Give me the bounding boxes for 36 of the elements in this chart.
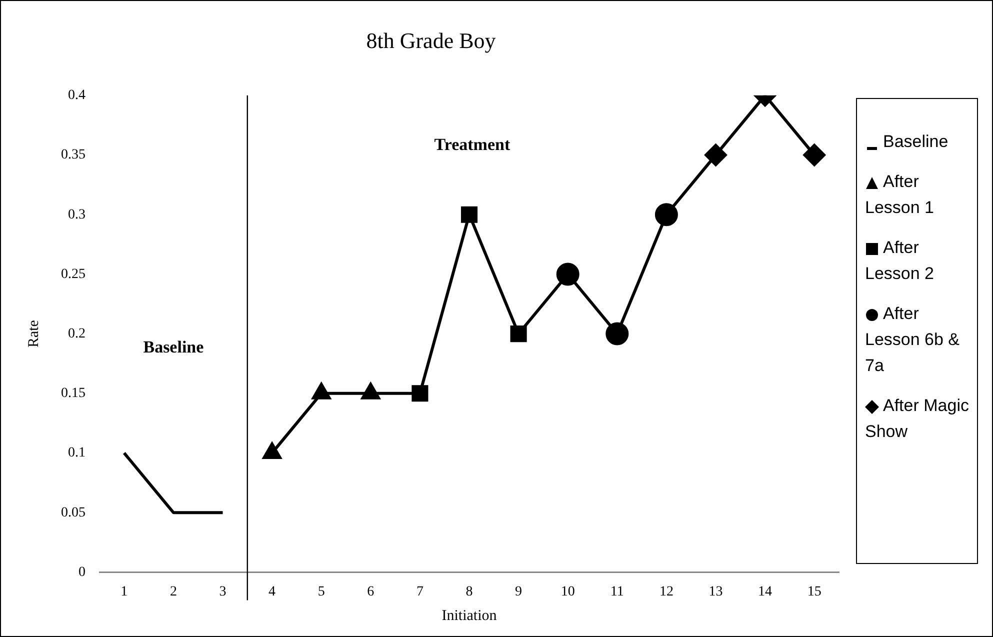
y-tick-label: 0 [78,564,86,580]
y-tick-label: 0.15 [61,386,86,402]
x-tick-label: 3 [219,584,226,600]
legend-label: After Lesson 2 [865,237,935,285]
x-tick-label: 9 [515,584,522,600]
x-tick-label: 13 [708,584,723,600]
x-axis-title: Initiation [442,608,498,624]
legend-label: After Lesson 6b & 7a [865,303,961,377]
y-tick-label: 0.2 [68,326,86,342]
y-tick-label: 0.3 [68,207,86,222]
x-tick-label: 10 [560,584,575,600]
x-tick-label: 2 [170,584,177,600]
y-axis-title: Rate [26,320,42,348]
x-tick-label: 12 [659,584,674,600]
y-tick-label: 0.25 [61,266,86,282]
legend-label: After Magic Show [865,395,970,443]
y-tick-label: 0.1 [68,446,86,461]
legend-label: After Lesson 1 [865,171,935,219]
legend-label: Baseline [882,131,950,153]
x-tick-label: 7 [416,584,424,600]
y-tick-label: 0.35 [61,148,86,163]
annotation: Treatment [434,134,510,154]
x-tick-label: 5 [318,584,325,600]
point [802,144,826,166]
point [262,442,282,459]
x-tick-label: 8 [466,584,473,600]
x-tick-label: 15 [807,584,822,600]
chart-title: 8th Grade Boy [366,28,496,53]
x-tick-label: 6 [367,584,374,600]
annotation: Baseline [143,337,204,356]
y-tick-label: 0.05 [61,505,86,520]
x-tick-label: 4 [268,584,276,600]
y-tick-label: 0.4 [68,88,86,104]
x-tick-label: 14 [758,584,772,600]
x-tick-label: 1 [120,584,128,600]
x-tick-label: 11 [610,584,624,600]
